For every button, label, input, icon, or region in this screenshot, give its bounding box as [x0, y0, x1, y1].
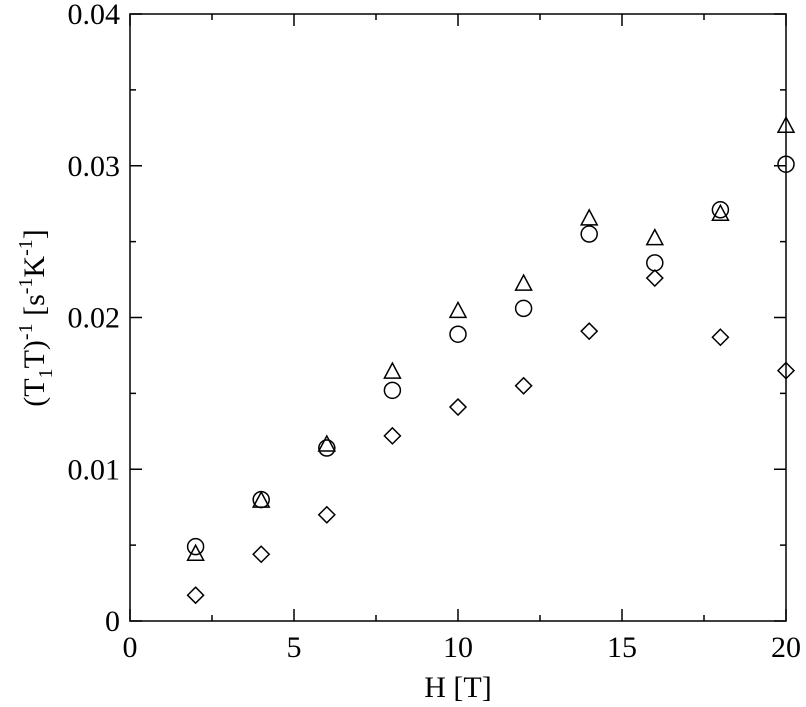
circle-point [186, 537, 205, 556]
triangle-point [251, 490, 271, 508]
y-tick-label: 0.04 [68, 0, 121, 31]
diamond-point [514, 376, 533, 395]
x-axis-label: H [T] [424, 671, 491, 704]
circle-point [777, 155, 795, 173]
x-tick-label: 0 [123, 631, 138, 664]
circle-point [514, 299, 533, 318]
diamond-point [383, 426, 402, 445]
diamond-point [448, 397, 468, 417]
triangle-point [448, 300, 468, 319]
triangle-point [579, 208, 599, 226]
triangle-point [711, 203, 730, 222]
diamond-point [317, 505, 336, 524]
tick-labels: 0 5 10 15 20 0 0.01 0.02 0.03 0.04 [68, 0, 802, 664]
circle-point [318, 439, 336, 457]
triangle-point [776, 115, 796, 134]
diamond-point [776, 361, 796, 380]
y-tick-label: 0.03 [68, 150, 121, 183]
diamond-point [645, 268, 664, 288]
triangle-point [645, 227, 665, 246]
diamond-point [711, 328, 730, 347]
circle-point [711, 201, 730, 219]
data-points [186, 115, 796, 605]
circle-point [646, 254, 664, 272]
diamond-point [252, 545, 271, 564]
diamond-point [580, 322, 599, 341]
triangle-point [186, 543, 205, 561]
circle-point [449, 325, 467, 343]
triangle-point [317, 434, 337, 452]
y-tick-label: 0 [105, 605, 120, 638]
triangle-point [383, 361, 402, 379]
circle-point [252, 490, 270, 509]
axis-ticks [129, 13, 787, 622]
x-tick-label: 5 [287, 631, 302, 664]
x-tick-label: 20 [771, 631, 801, 664]
x-tick-label: 10 [443, 631, 473, 664]
circle-point [383, 381, 402, 400]
y-tick-label: 0.02 [68, 302, 121, 335]
y-axis-label: (T1T)-1 [s-1K-1] [15, 229, 57, 407]
y-tick-label: 0.01 [68, 453, 121, 486]
diamond-point [186, 586, 205, 605]
triangle-point [514, 273, 533, 291]
x-tick-label: 15 [607, 631, 637, 664]
circle-point [580, 225, 598, 243]
